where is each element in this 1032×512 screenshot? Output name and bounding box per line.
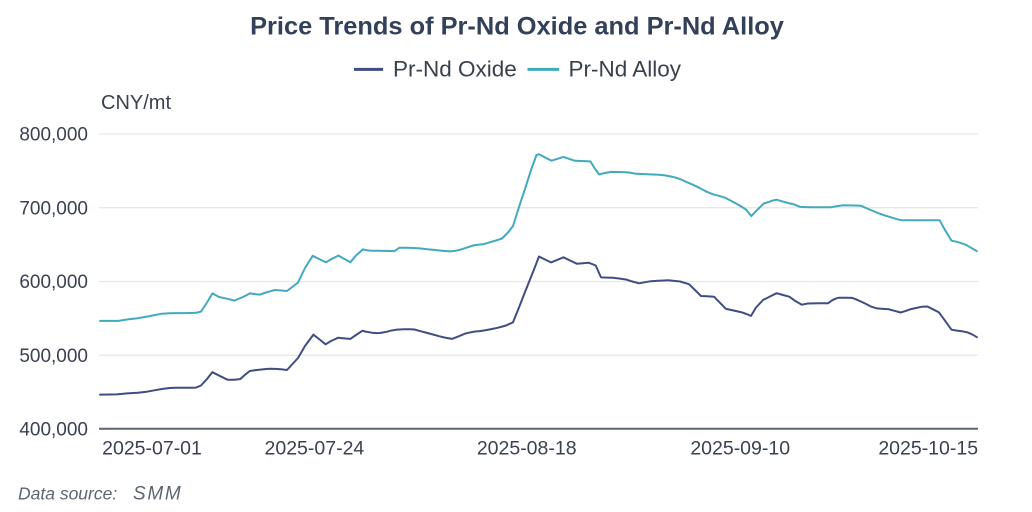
svg-text:700,000: 700,000 — [19, 198, 88, 219]
svg-text:Data source:SMM: Data source: SMM — [18, 484, 182, 505]
svg-text:Pr-Nd Alloy: Pr-Nd Alloy — [569, 57, 682, 82]
svg-text:500,000: 500,000 — [19, 346, 88, 367]
svg-text:2025-08-18: 2025-08-18 — [477, 438, 577, 460]
svg-text:2025-07-01: 2025-07-01 — [102, 438, 202, 460]
svg-text:400,000: 400,000 — [19, 419, 88, 440]
svg-text:Price Trends of Pr-Nd Oxide an: Price Trends of Pr-Nd Oxide and Pr-Nd Al… — [250, 13, 784, 41]
svg-text:Pr-Nd Oxide: Pr-Nd Oxide — [393, 57, 517, 82]
svg-text:CNY/mt: CNY/mt — [101, 92, 171, 114]
svg-text:2025-10-15: 2025-10-15 — [878, 438, 978, 460]
svg-text:800,000: 800,000 — [19, 125, 88, 146]
svg-text:2025-09-10: 2025-09-10 — [690, 438, 790, 460]
svg-text:2025-07-24: 2025-07-24 — [265, 438, 365, 460]
svg-text:600,000: 600,000 — [19, 272, 88, 293]
